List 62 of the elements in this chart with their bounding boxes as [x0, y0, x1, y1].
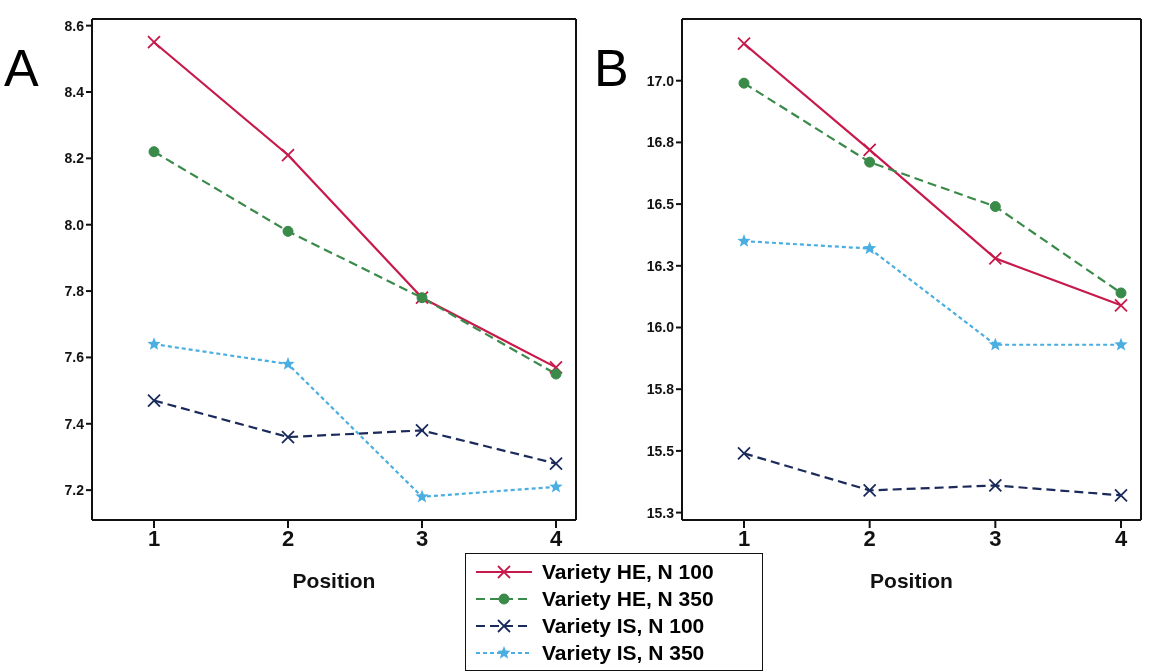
point: [1115, 287, 1127, 299]
chart-title: A: [4, 38, 39, 98]
point: [738, 77, 750, 89]
point: [1114, 488, 1128, 503]
y-tick-label: 7.4: [64, 415, 85, 432]
point: [549, 456, 563, 471]
legend-label: Variety IS, N 100: [542, 613, 705, 638]
x-tick-label: 1: [737, 525, 751, 551]
point: [147, 337, 161, 350]
point: [281, 430, 295, 444]
point: [147, 393, 161, 408]
point: [281, 357, 295, 370]
point: [147, 35, 161, 50]
chart-title: B: [594, 38, 629, 98]
y-tick-label: 7.6: [64, 349, 85, 366]
point: [737, 234, 751, 247]
point: [550, 368, 562, 380]
point: [862, 142, 877, 157]
x-tick-label: 3: [989, 525, 1002, 551]
point: [864, 156, 876, 168]
point: [281, 148, 295, 162]
point: [549, 360, 563, 375]
legend-label: Variety HE, N 350: [542, 586, 714, 611]
point: [988, 337, 1002, 351]
y-tick-label: 16.5: [646, 196, 675, 213]
y-tick-label: 8.4: [64, 83, 85, 100]
y-tick-label: 16.0: [646, 319, 675, 336]
point: [282, 225, 294, 237]
x-tick-label: 4: [1114, 525, 1128, 551]
x-axis-title: Position: [870, 569, 953, 592]
y-tick-label: 8.2: [64, 150, 85, 167]
y-tick-label: 16.3: [646, 257, 675, 274]
y-tick-label: 7.2: [64, 482, 85, 499]
y-tick-label: 7.8: [64, 283, 85, 300]
y-tick-label: 15.5: [646, 442, 675, 459]
x-tick-label: 4: [549, 525, 563, 551]
y-tick-label: 17.0: [646, 72, 675, 89]
point: [737, 36, 751, 51]
x-axis-title: Position: [292, 569, 376, 592]
point: [1114, 298, 1128, 313]
point: [863, 241, 877, 255]
legend-label: Variety IS, N 350: [542, 640, 705, 665]
point: [1114, 337, 1128, 351]
y-tick-label: 8.0: [64, 216, 85, 233]
point: [148, 146, 160, 158]
x-tick-label: 2: [281, 525, 295, 551]
y-tick-label: 8.6: [64, 17, 85, 34]
y-tick-label: 16.8: [646, 134, 675, 151]
x-tick-label: 2: [863, 525, 876, 551]
legend-label: Variety HE, N 100: [542, 559, 714, 584]
x-tick-label: 1: [147, 525, 161, 551]
point: [988, 251, 1003, 266]
y-tick-label: 15.8: [646, 381, 675, 398]
point: [988, 478, 1003, 493]
point: [862, 483, 877, 498]
point: [989, 201, 1001, 213]
point: [415, 423, 429, 438]
y-tick-label: 15.3: [646, 504, 675, 521]
point: [549, 479, 563, 493]
x-tick-label: 3: [415, 525, 429, 551]
point: [415, 489, 429, 503]
point: [737, 446, 751, 461]
